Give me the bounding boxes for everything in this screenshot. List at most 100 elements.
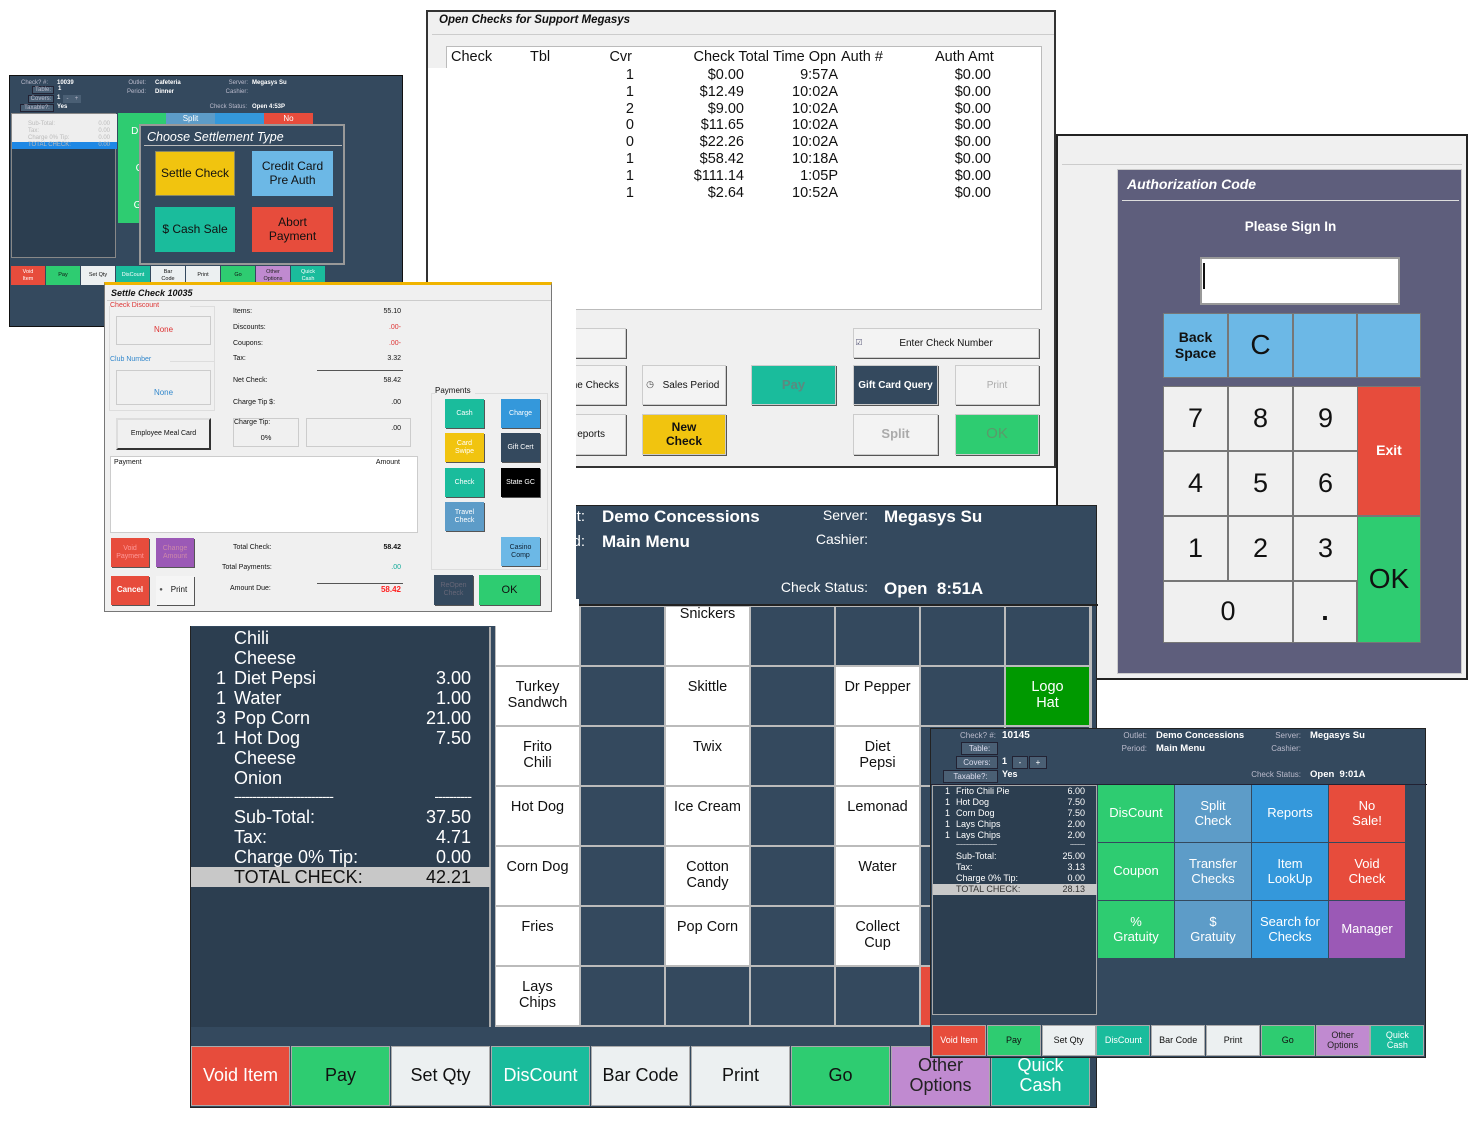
empty-menu-slot[interactable]	[751, 787, 834, 845]
bottom-bar-set-qty[interactable]: Set Qty	[1041, 1025, 1096, 1056]
abort-payment-button[interactable]: Abort Payment	[252, 207, 333, 252]
column-header-check-total[interactable]: Check Total	[693, 49, 770, 65]
digit-key-3[interactable]: 3	[1293, 516, 1358, 581]
taxable-button[interactable]: Taxable?:	[20, 104, 54, 112]
credit-card-pre-auth-button[interactable]: Credit Card Pre Auth	[252, 151, 333, 196]
bottom-bar-pay[interactable]: Pay	[291, 1046, 390, 1106]
bottom-bar-quick-cash[interactable]: Quick Cash	[291, 266, 325, 285]
cash-sale-button[interactable]: $ Cash Sale	[155, 207, 235, 252]
no-sale-button[interactable]: No	[264, 113, 313, 126]
empty-menu-slot[interactable]	[581, 847, 664, 905]
bottom-bar-print[interactable]: Print	[691, 1046, 790, 1106]
gift-cert-button[interactable]: Gift Cert	[501, 433, 540, 462]
empty-menu-slot[interactable]	[751, 667, 834, 725]
cancel-button[interactable]: Cancel	[111, 576, 149, 605]
empty-menu-slot[interactable]	[751, 847, 834, 905]
bottom-bar-pay[interactable]: Pay	[46, 266, 80, 285]
bottom-bar-other-options[interactable]: Other Options	[1315, 1025, 1370, 1056]
menu-item-twix[interactable]: Twix	[666, 727, 749, 785]
reports-button[interactable]	[215, 113, 264, 126]
covers-minus-button[interactable]: -	[1012, 756, 1028, 769]
auth-code-input[interactable]	[1200, 257, 1400, 305]
void-payment-button[interactable]: Void Payment	[111, 538, 149, 567]
bottom-bar-bar-code[interactable]: Bar Code	[1151, 1025, 1206, 1056]
column-header-auth-amt[interactable]: Auth Amt	[935, 49, 994, 65]
bottom-bar-void-item[interactable]: Void Item	[932, 1025, 986, 1056]
bottom-bar-discount[interactable]: DisCount	[491, 1046, 590, 1106]
bottom-bar-go[interactable]: Go	[221, 266, 255, 285]
transfer-checks-button[interactable]: Transfer Checks	[1175, 843, 1251, 900]
decimal-key[interactable]: .	[1293, 581, 1357, 643]
ok-button[interactable]: OK	[479, 575, 540, 605]
ok-key[interactable]: OK	[1357, 516, 1421, 643]
empty-menu-slot[interactable]	[751, 607, 834, 665]
bottom-bar-void-item[interactable]: Void Item	[191, 1046, 290, 1106]
gratuity-button[interactable]: $ Gratuity	[1175, 901, 1251, 958]
settle-check-button[interactable]: Settle Check	[155, 151, 235, 196]
order-item-list[interactable]: Chili Cheese 1 Diet Pepsi 3.00 1 Water 1.00 3 Pop…	[191, 627, 491, 1027]
check-discount-button[interactable]: None	[116, 316, 211, 345]
bottom-bar-quick-cash[interactable]: Quick Cash	[1370, 1025, 1425, 1056]
digit-key-5[interactable]: 5	[1228, 451, 1293, 516]
blank-key[interactable]	[1357, 313, 1421, 378]
menu-item-ice-cream[interactable]: Ice Cream	[666, 787, 749, 845]
digit-key-2[interactable]: 2	[1228, 516, 1293, 581]
employee-meal-card-button[interactable]: Employee Meal Card	[116, 418, 211, 450]
discount-button[interactable]: DisCount	[1098, 785, 1174, 842]
ok-button[interactable]: OK	[955, 414, 1039, 455]
menu-item-diet-pepsi[interactable]: Diet Pepsi	[836, 727, 919, 785]
empty-menu-slot[interactable]	[581, 787, 664, 845]
digit-key-6[interactable]: 6	[1293, 451, 1358, 516]
backspace-key[interactable]: Back Space	[1163, 313, 1228, 378]
charge-button[interactable]: Charge	[501, 399, 540, 428]
empty-menu-slot[interactable]	[836, 967, 919, 1025]
bottom-bar-bar-code[interactable]: Bar Code	[591, 1046, 690, 1106]
bottom-bar-other-options[interactable]: Other Options	[256, 266, 290, 285]
state-gc-button[interactable]: State GC	[501, 468, 540, 497]
taxable-button[interactable]: Taxable?:	[943, 770, 998, 783]
menu-item-logo-hat[interactable]: Logo Hat	[1006, 667, 1089, 725]
bottom-bar-print[interactable]: Print	[186, 266, 220, 285]
table-button[interactable]: Table:	[32, 86, 54, 94]
split-check-button[interactable]: Split	[166, 113, 215, 126]
order-item-list[interactable]: 1 Frito Chili Pie 6.00 1 Hot Dog 7.50 1 Corn Do…	[932, 785, 1097, 1015]
menu-item-water[interactable]: Water	[836, 847, 919, 905]
empty-menu-slot[interactable]	[751, 907, 834, 965]
card-swipe-button[interactable]: Card Swipe	[445, 433, 484, 462]
empty-menu-slot[interactable]	[921, 667, 1004, 725]
covers-plus-button[interactable]: +	[1029, 756, 1047, 769]
empty-menu-slot[interactable]	[581, 727, 664, 785]
menu-item-pop-corn[interactable]: Pop Corn	[666, 907, 749, 965]
column-header-auth[interactable]: Auth #	[841, 49, 883, 65]
club-number-button[interactable]: None	[116, 370, 211, 405]
empty-menu-slot[interactable]	[751, 727, 834, 785]
digit-key-0[interactable]: 0	[1163, 581, 1293, 643]
empty-menu-slot[interactable]	[751, 967, 834, 1025]
manager-button[interactable]: Manager	[1329, 901, 1405, 958]
open-check-row[interactable]: 0 $22.26 10:02A $0.00	[448, 134, 1042, 151]
bottom-bar-void-item[interactable]: Void Item	[11, 266, 45, 285]
column-header-time-opn[interactable]: Time Opn	[773, 49, 837, 65]
bottom-bar-discount[interactable]: DisCount	[116, 266, 150, 285]
menu-item-corn-dog[interactable]: Corn Dog	[496, 847, 579, 905]
split-check-button[interactable]: Split Check	[1175, 785, 1251, 842]
open-check-row[interactable]: 2 $9.00 10:02A $0.00	[448, 101, 1042, 118]
column-header-check[interactable]: Check	[451, 49, 493, 65]
enter-check-number-button[interactable]: Enter Check Number	[853, 328, 1039, 358]
bottom-bar-set-qty[interactable]: Set Qty	[81, 266, 115, 285]
gratuity-button[interactable]: % Gratuity	[1098, 901, 1174, 958]
bottom-bar-pay[interactable]: Pay	[986, 1025, 1041, 1056]
bottom-bar-go[interactable]: Go	[791, 1046, 890, 1106]
column-header-tbl[interactable]: Tbl	[530, 49, 551, 65]
casino-comp-button[interactable]: Casino Comp	[501, 537, 540, 566]
void-check-button[interactable]: Void Check	[1329, 843, 1405, 900]
exit-key[interactable]: Exit	[1357, 386, 1421, 516]
menu-item-hot-dog[interactable]: Hot Dog	[496, 787, 579, 845]
menu-item-cotton-candy[interactable]: Cotton Candy	[666, 847, 749, 905]
digit-key-4[interactable]: 4	[1163, 451, 1228, 516]
open-check-row[interactable]: 1 $58.42 10:18A $0.00	[448, 151, 1042, 168]
item-lookup-button[interactable]: Item LookUp	[1252, 843, 1328, 900]
clear-key[interactable]: C	[1228, 313, 1293, 378]
sales-period-button[interactable]: Sales Period	[642, 365, 726, 405]
menu-item-frito-chili[interactable]: Frito Chili	[496, 727, 579, 785]
